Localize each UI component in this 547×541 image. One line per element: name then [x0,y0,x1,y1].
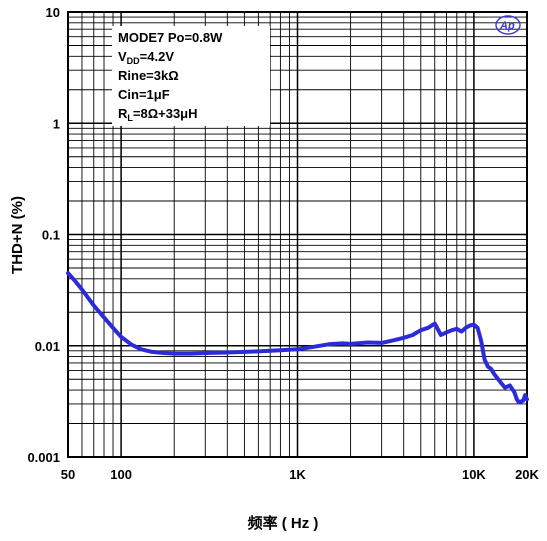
y-tick-label: 10 [46,5,60,20]
x-axis-title: 频率 ( Hz ) [248,514,319,532]
annotation-background [112,26,270,126]
x-tick-label: 20K [515,467,539,482]
ap-logo-ring [495,15,521,35]
tick-labels: 50 100 1K 10K 20K 10 1 0.1 0.01 0.001 [27,5,539,482]
ap-logo-text: Ap [499,20,515,32]
y-tick-label: 0.001 [27,450,60,465]
annotation-mode-line: MODE7 Po=0.8W [118,30,223,45]
x-tick-label: 1K [289,467,306,482]
x-tick-label: 10K [462,467,486,482]
x-tick-label: 50 [61,467,75,482]
annotation-box: MODE7 Po=0.8W VDD=4.2V Rine=3kΩ Cin=1μF … [112,26,270,126]
annotation-rine-line: Rine=3kΩ [118,68,179,83]
series-group [66,271,529,405]
y-axis-title: THD+N (%) [9,196,26,274]
ap-logo: Ap [495,15,521,35]
y-tick-label: 0.1 [42,228,60,243]
annotation-cin-line: Cin=1μF [118,87,170,102]
x-tick-label: 100 [110,467,132,482]
y-tick-label: 1 [53,116,60,131]
annotation-vdd-line: VDD=4.2V [118,49,174,66]
y-tick-label: 0.01 [35,339,60,354]
annotation-load-line: RL=8Ω+33μH [118,106,198,123]
thd-series-line [66,271,529,405]
plot-frame [67,11,528,458]
